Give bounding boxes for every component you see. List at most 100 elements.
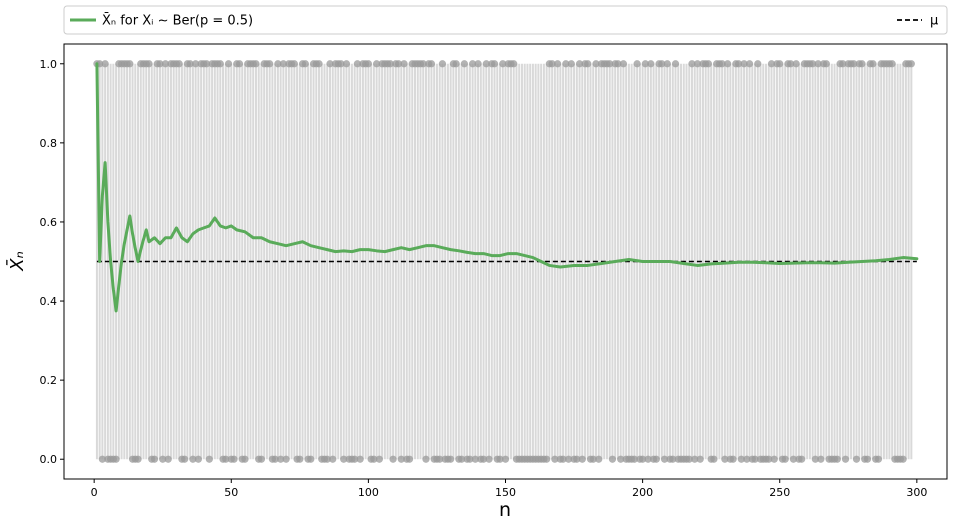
sample-point [452, 60, 460, 68]
sample-point [630, 455, 638, 463]
sample-point [833, 455, 841, 463]
sample-point [754, 60, 762, 68]
sample-point [192, 60, 200, 68]
sample-point [134, 455, 142, 463]
y-tick-label: 0.2 [40, 374, 58, 387]
sample-point [397, 455, 405, 463]
running-mean-line [95, 62, 919, 313]
sample-point [543, 455, 551, 463]
sample-point [145, 60, 153, 68]
sample-point [899, 455, 907, 463]
sample-point [852, 455, 861, 463]
sample-point [282, 455, 290, 463]
sample-point [740, 60, 748, 68]
sample-point [485, 455, 493, 463]
sample-point [751, 455, 759, 463]
sample-point [809, 60, 817, 68]
sample-point [222, 455, 230, 463]
legend-label-mean-estimate: X̄ₙ for Xᵢ ∼ Ber(p = 0.5) [102, 13, 253, 28]
x-axis-label: n [499, 499, 511, 521]
y-tick-label: 0.0 [40, 453, 58, 466]
sample-point [353, 60, 362, 68]
sample-point [841, 455, 850, 463]
sample-point [721, 455, 729, 463]
sample-point [290, 60, 298, 68]
sample-point [301, 60, 309, 68]
sample-point [693, 60, 702, 68]
sample-point [614, 60, 622, 68]
sample-point [389, 455, 397, 463]
sample-point [205, 455, 213, 463]
sample-point [688, 60, 696, 68]
sample-point [466, 455, 474, 463]
sample-point [578, 455, 586, 463]
x-tick-label: 50 [224, 486, 238, 499]
sample-point [159, 455, 167, 463]
sample-point [181, 455, 189, 463]
sample-point [608, 455, 617, 463]
sample-point [595, 455, 603, 463]
sample-point [839, 60, 847, 68]
sample-point [592, 60, 600, 68]
sample-point [729, 455, 737, 463]
sample-point [817, 455, 825, 463]
y-axis-ticks: 0.0 0.2 0.4 0.6 0.8 1.0 [40, 58, 64, 466]
sample-point [792, 60, 800, 68]
x-tick-label: 200 [632, 486, 653, 499]
sample-point [186, 60, 194, 68]
sample-point [737, 455, 745, 463]
sample-point [490, 60, 499, 68]
sample-point [658, 60, 666, 68]
sample-point [633, 60, 641, 68]
sample-point [644, 455, 652, 463]
sample-point [405, 455, 414, 463]
x-axis-ticks: 0 50 100 150 200 250 300 [91, 479, 927, 499]
sample-point [718, 60, 726, 68]
sample-point [471, 455, 479, 463]
legend-label-mu: μ [930, 14, 938, 29]
sample-point [850, 60, 858, 68]
sample-point [98, 455, 106, 463]
sample-point [161, 60, 170, 68]
series-layer [95, 62, 919, 313]
sample-point [460, 60, 468, 68]
sample-point [619, 60, 628, 68]
sample-point [175, 60, 183, 68]
sample-point [548, 60, 556, 68]
sample-point [663, 60, 671, 68]
sample-point [482, 60, 490, 68]
sample-point [798, 455, 806, 463]
y-axis-label: X̄ₙ [6, 251, 28, 272]
sample-point [704, 60, 713, 68]
sample-point [279, 60, 287, 68]
sample-point [427, 60, 436, 68]
x-tick-label: 250 [769, 486, 790, 499]
sample-point [858, 60, 866, 68]
sample-point [468, 60, 477, 68]
sample-point [126, 60, 134, 68]
sample-point [274, 60, 282, 68]
sample-point [584, 60, 592, 68]
sample-point [776, 60, 784, 68]
sample-point [296, 455, 304, 463]
sample-point [266, 60, 274, 68]
sample-point [814, 60, 822, 68]
sample-point [342, 60, 351, 68]
sample-point [724, 60, 732, 68]
sample-point [277, 455, 285, 463]
sample-point [400, 60, 408, 68]
sample-point [351, 455, 359, 463]
sample-point [474, 60, 482, 68]
sample-point [647, 60, 655, 68]
y-tick-label: 0.6 [40, 216, 58, 229]
sample-point [734, 60, 743, 68]
sample-point [329, 455, 337, 463]
sample-point [307, 455, 315, 463]
sample-point [617, 455, 625, 463]
sample-point [496, 455, 504, 463]
x-tick-label: 0 [91, 486, 98, 499]
sample-point [340, 455, 348, 463]
sample-point [419, 60, 427, 68]
sample-point [235, 60, 244, 68]
sample-point [575, 60, 584, 68]
